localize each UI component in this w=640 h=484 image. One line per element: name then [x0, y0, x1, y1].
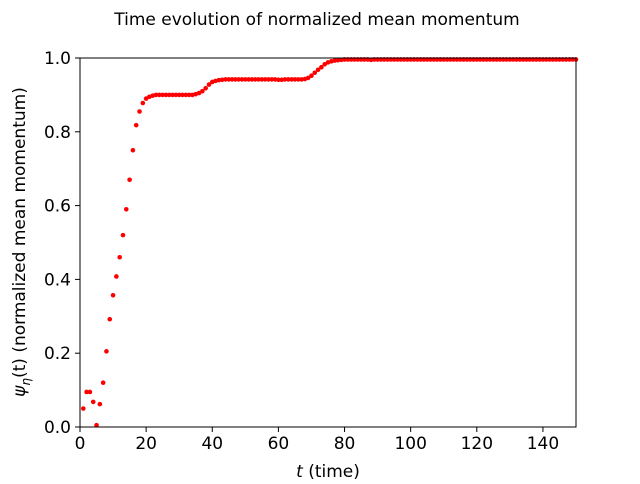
x-tick-label: 100 — [394, 434, 426, 454]
data-point — [176, 92, 182, 98]
data-point — [157, 92, 162, 98]
data-point — [100, 380, 106, 386]
data-point — [226, 77, 232, 82]
data-point — [87, 389, 93, 395]
y-tick-label: 0.2 — [44, 344, 71, 364]
data-point — [114, 274, 119, 279]
data-point — [223, 77, 228, 82]
data-point — [90, 399, 96, 405]
data-point — [166, 92, 172, 98]
x-tick-label: 60 — [268, 434, 290, 454]
data-point — [160, 92, 165, 98]
x-axis-label-rest: (time) — [303, 462, 360, 480]
data-point — [249, 77, 255, 82]
data-point — [200, 88, 205, 94]
x-tick-label: 120 — [461, 434, 493, 454]
data-point — [295, 77, 301, 82]
data-point — [233, 77, 238, 82]
data-point — [309, 73, 314, 79]
y-ticks: 0.0 0.2 0.4 0.6 0.8 1.0 — [44, 49, 80, 438]
data-point — [259, 77, 265, 82]
data-point — [110, 292, 116, 298]
data-point — [266, 77, 271, 82]
x-tick-label: 140 — [527, 434, 559, 454]
data-point — [252, 77, 258, 82]
data-point — [133, 122, 139, 128]
y-axis-label-psi: ψ — [10, 385, 30, 397]
data-point — [236, 77, 242, 82]
data-point — [262, 77, 268, 82]
y-tick-label: 0.8 — [44, 123, 71, 143]
data-point — [289, 77, 294, 82]
plot-frame — [79, 57, 577, 428]
y-tick-label: 0.4 — [44, 270, 71, 290]
data-point — [94, 422, 99, 428]
data-point — [269, 77, 275, 82]
data-point — [186, 92, 192, 98]
x-ticks: 0 20 40 60 80 100 120 140 — [75, 427, 559, 454]
data-point — [292, 77, 298, 82]
data-point — [120, 232, 126, 238]
data-point — [246, 77, 251, 82]
data-point — [84, 389, 89, 395]
data-point — [229, 77, 235, 82]
data-point — [153, 92, 159, 98]
y-tick-label: 0.0 — [44, 418, 71, 438]
data-point — [137, 109, 142, 114]
y-axis-label: ψη(t) (normalized mean momentum) — [10, 87, 33, 397]
data-point — [140, 100, 146, 106]
data-point — [104, 349, 109, 354]
data-point — [243, 77, 248, 82]
x-axis-label: t (time) — [296, 462, 360, 480]
chart-title: Time evolution of normalized mean moment… — [113, 10, 519, 30]
data-point — [282, 77, 288, 82]
data-point — [170, 92, 175, 98]
y-axis-label-sub: η — [19, 378, 33, 386]
data-point — [107, 316, 113, 322]
data-point — [123, 206, 129, 212]
y-axis-label-rest: (t) (normalized mean momentum) — [10, 87, 30, 378]
data-point — [286, 77, 291, 82]
data-point — [117, 254, 122, 260]
data-point — [180, 92, 185, 98]
data-point — [312, 70, 318, 76]
data-point — [315, 67, 321, 73]
x-tick-label: 40 — [201, 434, 223, 454]
data-point — [319, 64, 324, 70]
data-point — [276, 77, 281, 83]
x-tick-label: 80 — [334, 434, 356, 454]
data-point — [173, 92, 179, 98]
data-point — [239, 77, 245, 82]
y-tick-label: 0.6 — [44, 197, 71, 217]
x-tick-label: 0 — [75, 434, 86, 454]
data-point — [203, 85, 208, 91]
data-point — [127, 177, 132, 183]
data-point — [183, 92, 189, 98]
data-point — [130, 147, 136, 153]
data-point — [163, 92, 169, 98]
data-point — [97, 401, 103, 407]
data-point — [81, 406, 86, 411]
x-tick-label: 20 — [135, 434, 157, 454]
y-tick-label: 1.0 — [44, 49, 71, 69]
data-point — [305, 75, 311, 81]
x-axis-label-var: t — [296, 462, 304, 480]
data-point — [206, 82, 212, 87]
data-point — [256, 77, 261, 82]
